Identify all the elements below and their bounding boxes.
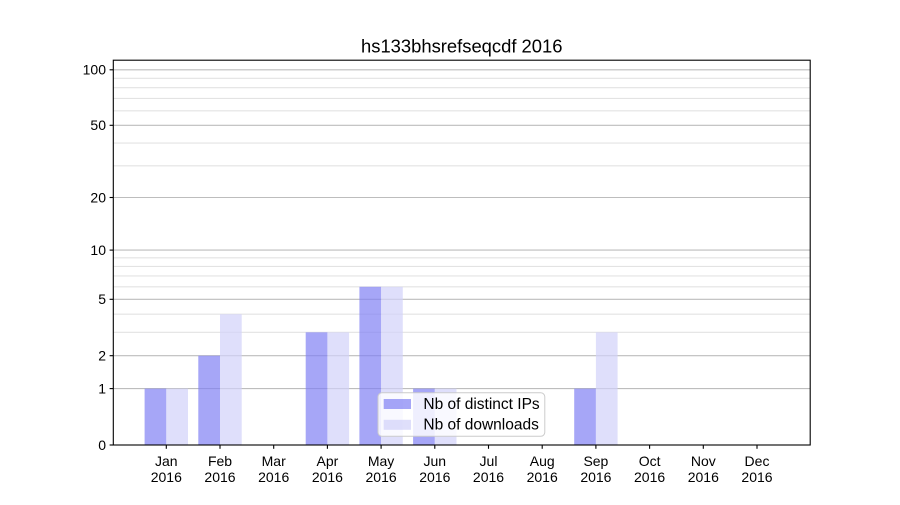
svg-text:2016: 2016 bbox=[688, 469, 719, 485]
svg-text:2016: 2016 bbox=[419, 469, 450, 485]
svg-text:Mar: Mar bbox=[262, 453, 286, 469]
svg-text:Nb of downloads: Nb of downloads bbox=[423, 417, 539, 434]
svg-text:2: 2 bbox=[98, 348, 106, 364]
svg-text:Apr: Apr bbox=[317, 453, 339, 469]
svg-text:5: 5 bbox=[98, 291, 106, 307]
svg-text:Jan: Jan bbox=[155, 453, 178, 469]
svg-text:Nov: Nov bbox=[691, 453, 716, 469]
svg-text:Jun: Jun bbox=[424, 453, 447, 469]
svg-text:Feb: Feb bbox=[208, 453, 232, 469]
svg-text:Sep: Sep bbox=[583, 453, 608, 469]
svg-text:2016: 2016 bbox=[366, 469, 397, 485]
svg-text:May: May bbox=[368, 453, 394, 469]
svg-text:2016: 2016 bbox=[473, 469, 504, 485]
svg-text:2016: 2016 bbox=[312, 469, 343, 485]
svg-text:50: 50 bbox=[90, 117, 106, 133]
svg-text:1: 1 bbox=[98, 380, 106, 396]
svg-text:Nb of distinct IPs: Nb of distinct IPs bbox=[423, 396, 540, 413]
svg-text:Dec: Dec bbox=[745, 453, 770, 469]
svg-text:Aug: Aug bbox=[530, 453, 555, 469]
svg-text:100: 100 bbox=[83, 62, 107, 78]
svg-text:2016: 2016 bbox=[741, 469, 772, 485]
svg-text:2016: 2016 bbox=[258, 469, 289, 485]
svg-text:10: 10 bbox=[90, 242, 106, 258]
svg-text:2016: 2016 bbox=[151, 469, 182, 485]
svg-text:Oct: Oct bbox=[639, 453, 661, 469]
svg-text:20: 20 bbox=[90, 189, 106, 205]
svg-text:2016: 2016 bbox=[527, 469, 558, 485]
svg-text:0: 0 bbox=[98, 437, 106, 453]
svg-text:2016: 2016 bbox=[580, 469, 611, 485]
svg-text:2016: 2016 bbox=[634, 469, 665, 485]
svg-text:hs133bhsrefseqcdf 2016: hs133bhsrefseqcdf 2016 bbox=[361, 36, 562, 57]
svg-text:2016: 2016 bbox=[204, 469, 235, 485]
svg-text:Jul: Jul bbox=[480, 453, 498, 469]
